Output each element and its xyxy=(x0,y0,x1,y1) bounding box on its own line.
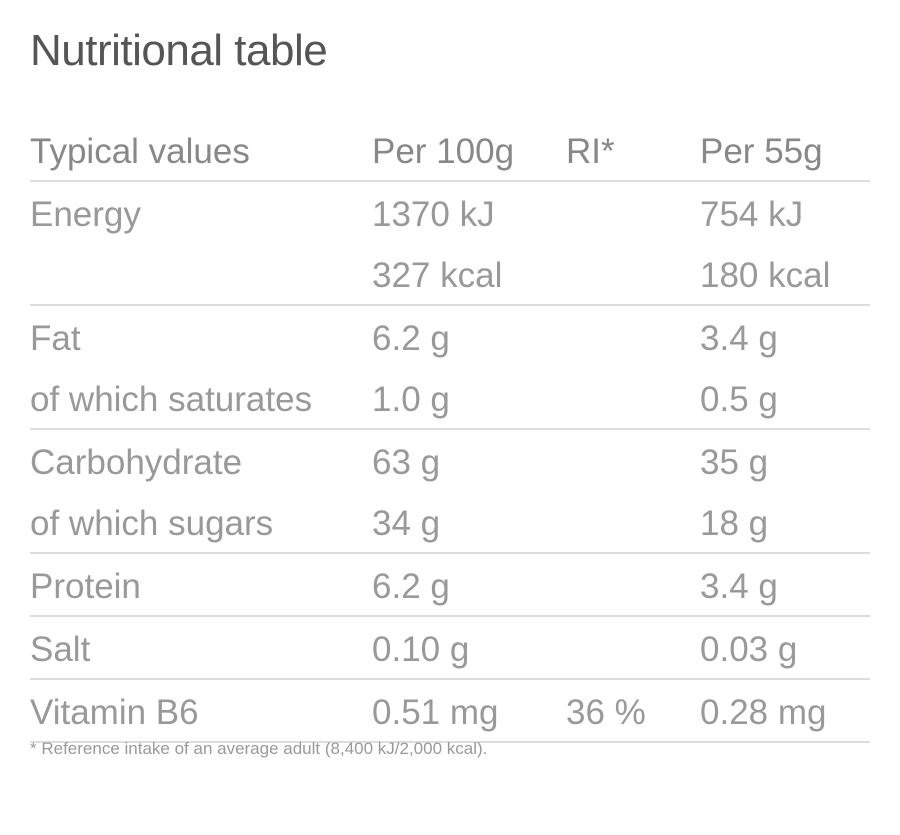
per-55g-cell: 3.4 g xyxy=(700,567,778,606)
per-100g-cell: 0.10 g xyxy=(372,630,470,669)
per-100g-cell: 63 g xyxy=(372,443,441,482)
nutrient-group: Protein 6.2 g 3.4 g xyxy=(30,554,870,617)
page-title: Nutritional table xyxy=(30,26,328,75)
header-ri: RI* xyxy=(566,132,615,171)
per-55g-cell: 18 g xyxy=(700,504,769,543)
per-100g-cell: 1370 kJ xyxy=(372,195,495,234)
footnote: * Reference intake of an average adult (… xyxy=(30,739,488,758)
per-100g-cell: 6.2 g xyxy=(372,319,450,358)
per-100g-cell: 1.0 g xyxy=(372,380,450,419)
label-cell: Energy xyxy=(30,195,141,234)
per-55g-cell: 754 kJ xyxy=(700,195,804,234)
nutrient-group: Vitamin B6 0.51 mg 36 % 0.28 mg xyxy=(30,680,870,743)
label-cell: of which sugars xyxy=(30,504,274,543)
label-cell: Protein xyxy=(30,567,141,606)
nutrient-group: Salt 0.10 g 0.03 g xyxy=(30,617,870,680)
per-100g-cell: 6.2 g xyxy=(372,567,450,606)
table-row: Protein 6.2 g 3.4 g xyxy=(30,554,870,615)
per-55g-cell: 3.4 g xyxy=(700,319,778,358)
nutrient-group: Energy 1370 kJ 754 kJ 327 kcal 180 kcal xyxy=(30,182,870,306)
header-per-100g: Per 100g xyxy=(372,132,515,171)
table-header: Typical values Per 100g RI* Per 55g xyxy=(30,119,870,182)
table-row: 327 kcal 180 kcal xyxy=(30,243,870,304)
table-row: Carbohydrate 63 g 35 g xyxy=(30,430,870,491)
header-typical-values: Typical values xyxy=(30,132,250,171)
per-55g-cell: 0.5 g xyxy=(700,380,778,419)
header-per-55g: Per 55g xyxy=(700,132,823,171)
label-cell: Fat xyxy=(30,319,81,358)
label-cell: Carbohydrate xyxy=(30,443,243,482)
label-cell: Vitamin B6 xyxy=(30,693,199,732)
table-row: Salt 0.10 g 0.03 g xyxy=(30,617,870,678)
table-row: Fat 6.2 g 3.4 g xyxy=(30,306,870,367)
nutrient-group: Carbohydrate 63 g 35 g of which sugars 34 g 1… xyxy=(30,430,870,554)
per-55g-cell: 180 kcal xyxy=(700,256,831,295)
nutrient-group: Fat 6.2 g 3.4 g of which saturates 1.0 g 0.5 … xyxy=(30,306,870,430)
per-100g-cell: 0.51 mg xyxy=(372,693,499,732)
per-55g-cell: 0.03 g xyxy=(700,630,798,669)
label-cell: of which saturates xyxy=(30,380,313,419)
per-55g-cell: 0.28 mg xyxy=(700,693,827,732)
table-row: Vitamin B6 0.51 mg 36 % 0.28 mg xyxy=(30,680,870,741)
per-100g-cell: 34 g xyxy=(372,504,441,543)
table-row: of which saturates 1.0 g 0.5 g xyxy=(30,367,870,428)
header-row: Typical values Per 100g RI* Per 55g xyxy=(30,119,870,180)
table-row: Energy 1370 kJ 754 kJ xyxy=(30,182,870,243)
ri-cell: 36 % xyxy=(566,693,646,732)
nutrition-table: Typical values Per 100g RI* Per 55g Ener… xyxy=(30,119,870,743)
per-55g-cell: 35 g xyxy=(700,443,769,482)
table-row: of which sugars 34 g 18 g xyxy=(30,491,870,552)
per-100g-cell: 327 kcal xyxy=(372,256,503,295)
label-cell: Salt xyxy=(30,630,91,669)
